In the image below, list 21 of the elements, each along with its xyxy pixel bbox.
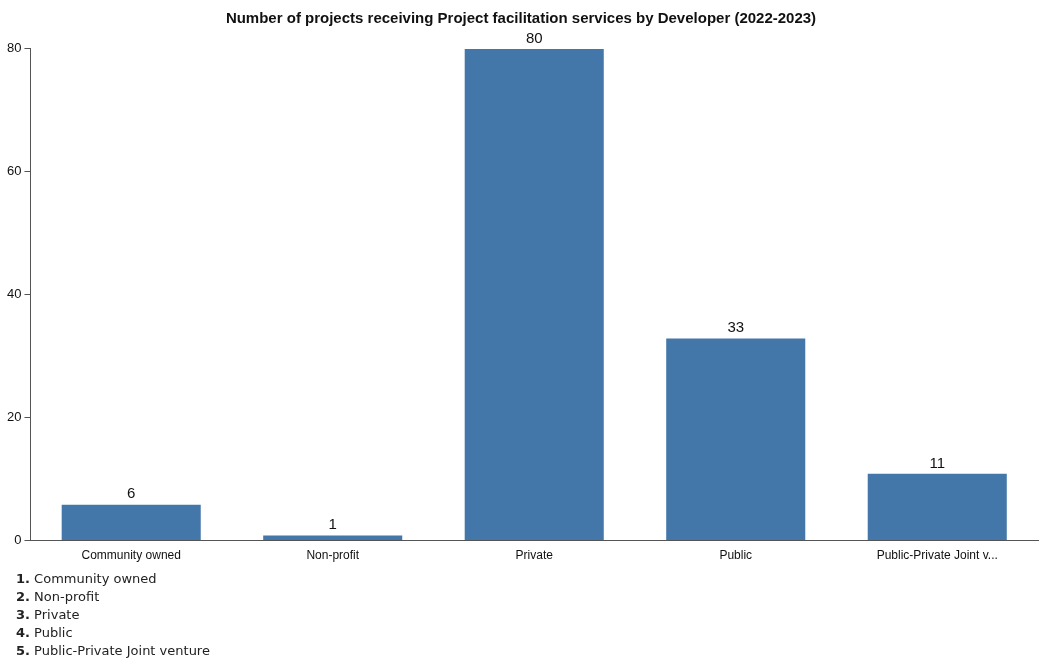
x-tick-label: Community owned	[81, 548, 181, 563]
x-tick-label: Non-profit	[306, 548, 360, 563]
chart-title: Number of projects receiving Project facilitation services by Developer (2022-2023)	[225, 9, 817, 27]
text: 3. Private	[16, 606, 81, 624]
y-tick-label: 20	[6, 409, 22, 425]
data-label: 1	[328, 515, 337, 533]
text: 2. Non-profit	[16, 588, 101, 606]
text: 4. Public	[16, 624, 74, 642]
x-tick-label: Public	[719, 548, 753, 563]
data-label: 80	[525, 28, 543, 46]
text: 1. Community owned	[16, 570, 158, 588]
x-tick-label: Public-Private Joint v...	[876, 548, 998, 563]
y-tick-label: 40	[6, 285, 22, 301]
data-label: 33	[727, 318, 745, 336]
y-tick-label: 80	[6, 39, 22, 55]
text: 5. Public-Private Joint venture	[16, 642, 210, 660]
y-tick-label: 60	[6, 162, 22, 178]
data-label: 11	[929, 453, 946, 471]
y-tick-label: 0	[14, 532, 22, 548]
x-tick-label: Private	[515, 548, 554, 563]
data-label: 6	[127, 484, 136, 502]
